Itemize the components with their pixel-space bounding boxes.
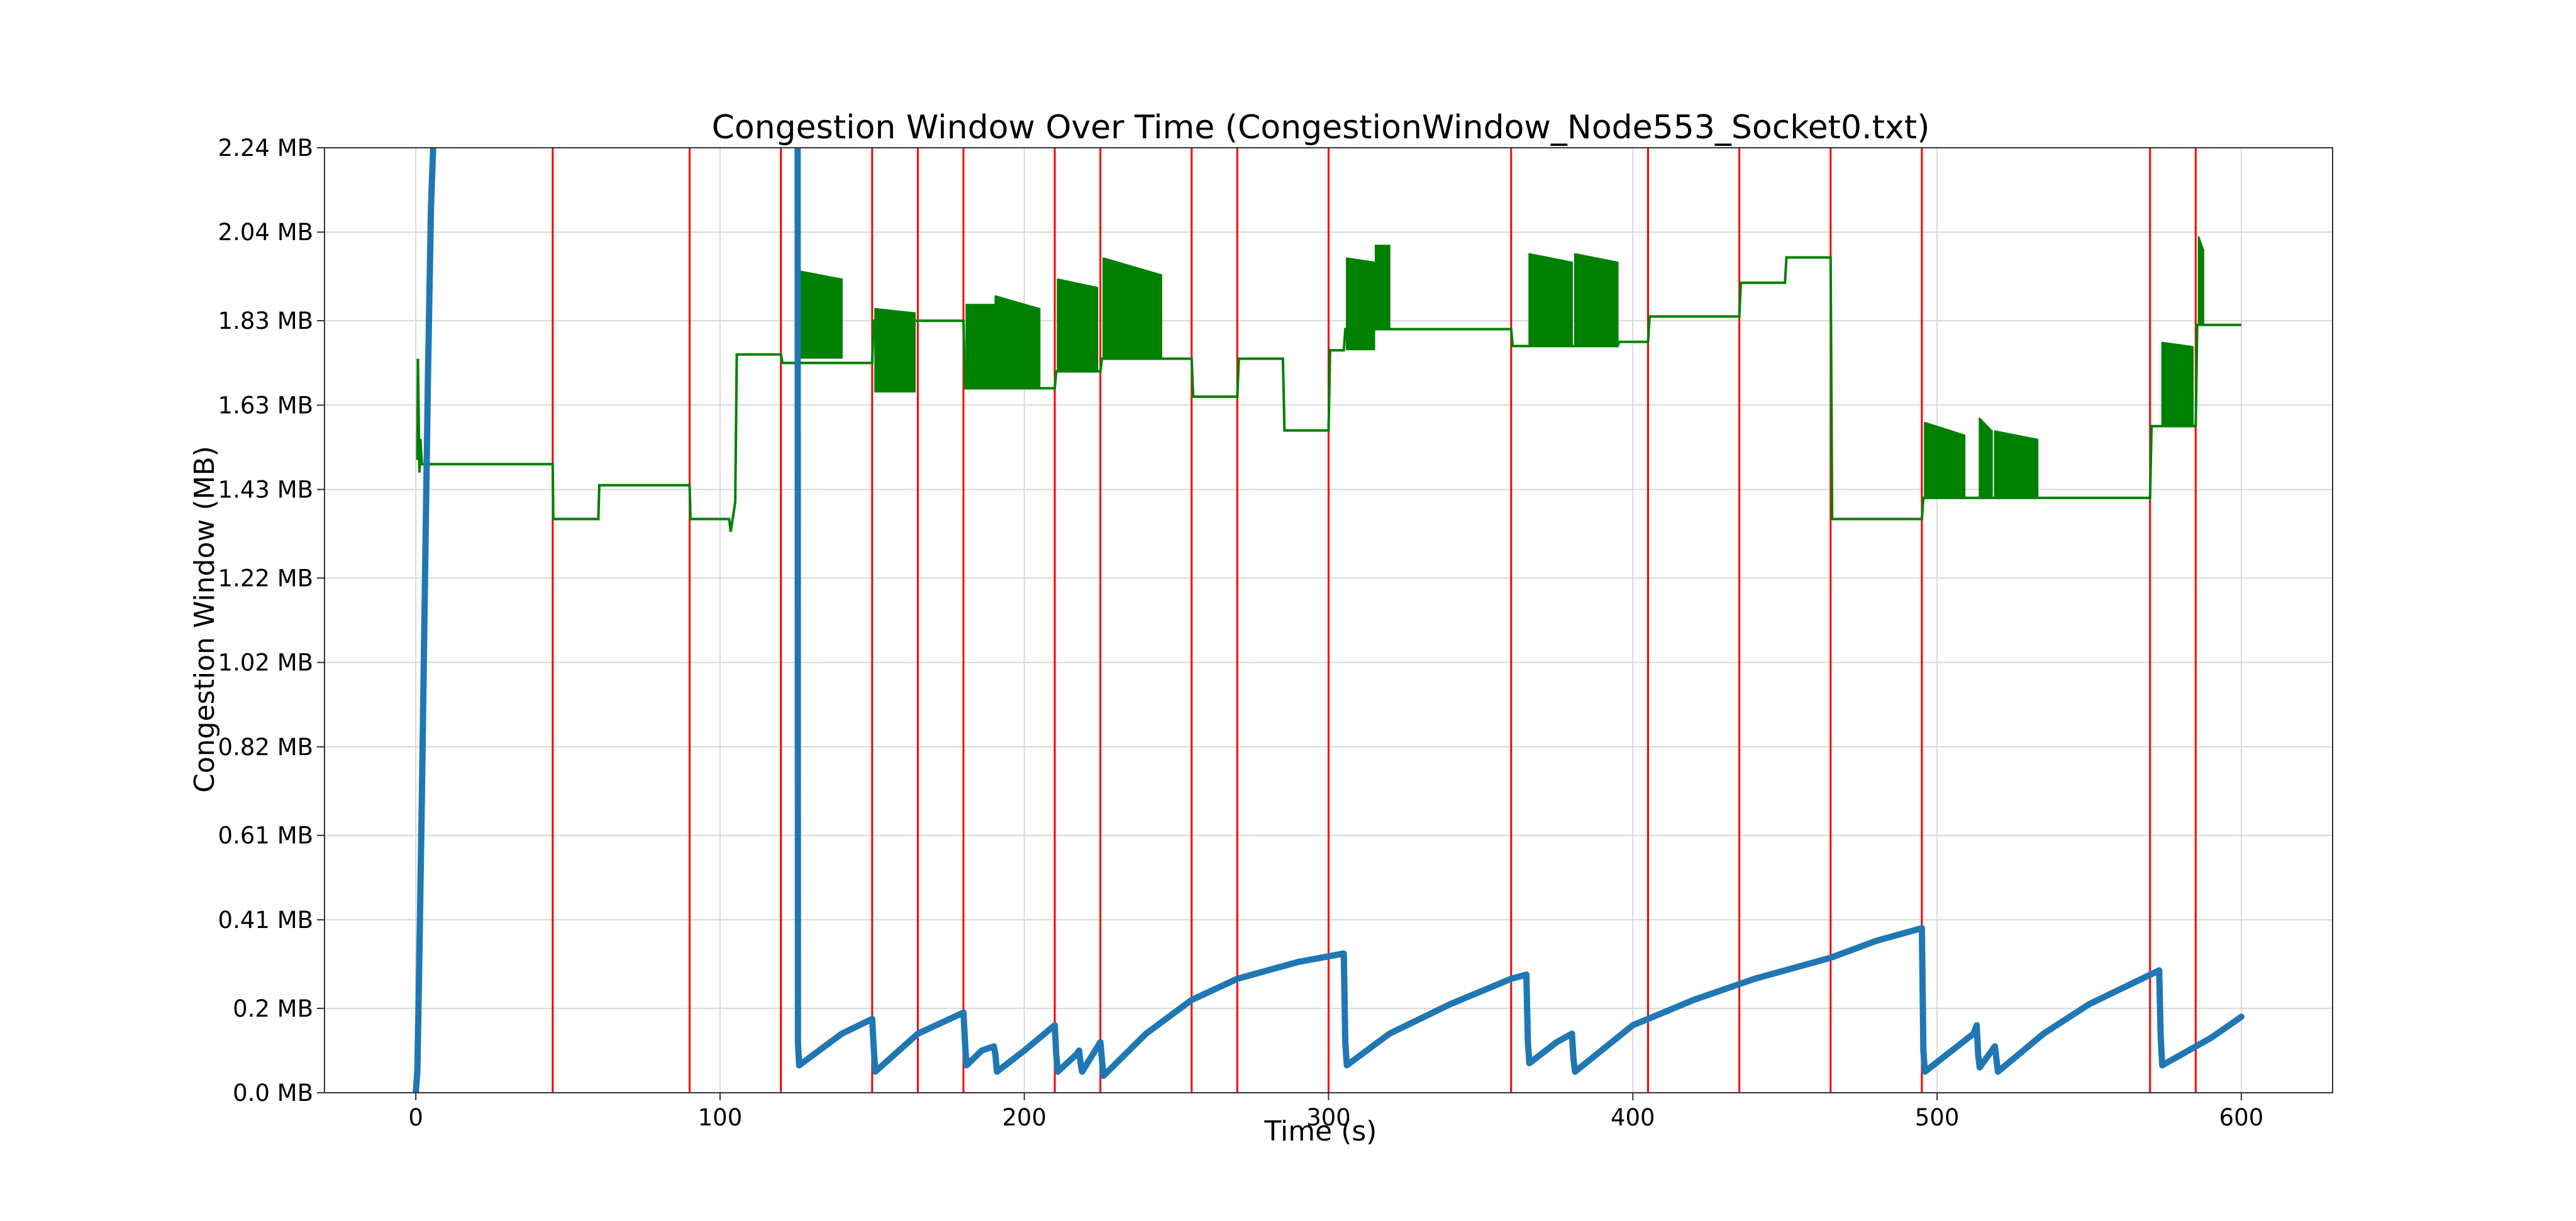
x-tick-label: 300: [1306, 1104, 1351, 1131]
y-tick-label: 2.24 MB: [218, 135, 313, 162]
y-tick-label: 0.61 MB: [218, 822, 313, 849]
y-tick-label: 1.22 MB: [218, 565, 313, 592]
x-tick-label: 400: [1611, 1104, 1655, 1131]
oscillation-band: [1375, 245, 1391, 329]
plot-area: [413, 148, 2245, 1093]
oscillation-band: [1994, 430, 2039, 498]
y-tick-label: 0.82 MB: [218, 734, 313, 761]
oscillation-band: [965, 304, 995, 389]
x-axis-label: Time (s): [1264, 1115, 1377, 1147]
x-tick-label: 600: [2219, 1104, 2264, 1131]
oscillation-band: [1528, 253, 1573, 346]
y-tick-label: 1.63 MB: [218, 392, 313, 419]
chart-title: Congestion Window Over Time (CongestionW…: [712, 109, 1930, 146]
oscillation-band: [1574, 253, 1619, 346]
oscillation-band: [1924, 422, 1966, 498]
oscillation-band: [2161, 341, 2194, 426]
oscillation-band: [796, 270, 843, 359]
oscillation-band: [994, 295, 1041, 389]
y-tick-label: 0.41 MB: [218, 907, 313, 934]
plot-clipped-group: [413, 148, 2245, 1093]
oscillation-band: [874, 308, 916, 393]
x-tick-label: 0: [408, 1104, 423, 1131]
oscillation-band: [2197, 236, 2204, 325]
threshold-line: [416, 256, 2241, 532]
y-axis-label: Congestion Window (MB): [189, 446, 221, 793]
x-tick-label: 500: [1915, 1104, 1960, 1131]
y-tick-label: 2.04 MB: [218, 219, 313, 246]
axis-ticks: 0 100 200 300 400 500 600 0.0 MB 0.2 MB 0.41 MB 0.…: [218, 135, 2264, 1131]
y-tick-label: 1.83 MB: [218, 307, 313, 334]
oscillation-band: [1346, 257, 1375, 351]
y-tick-label: 1.43 MB: [218, 476, 313, 503]
y-tick-label: 1.02 MB: [218, 649, 313, 677]
y-tick-label: 0.2 MB: [233, 995, 313, 1022]
congestion-window-line: [413, 148, 2245, 1093]
oscillation-band: [1057, 279, 1099, 372]
oscillation-band: [1979, 417, 1993, 498]
x-tick-label: 200: [1002, 1104, 1046, 1131]
oscillation-band: [1102, 257, 1162, 359]
y-tick-label: 0.0 MB: [233, 1080, 313, 1107]
x-tick-label: 100: [698, 1104, 743, 1131]
